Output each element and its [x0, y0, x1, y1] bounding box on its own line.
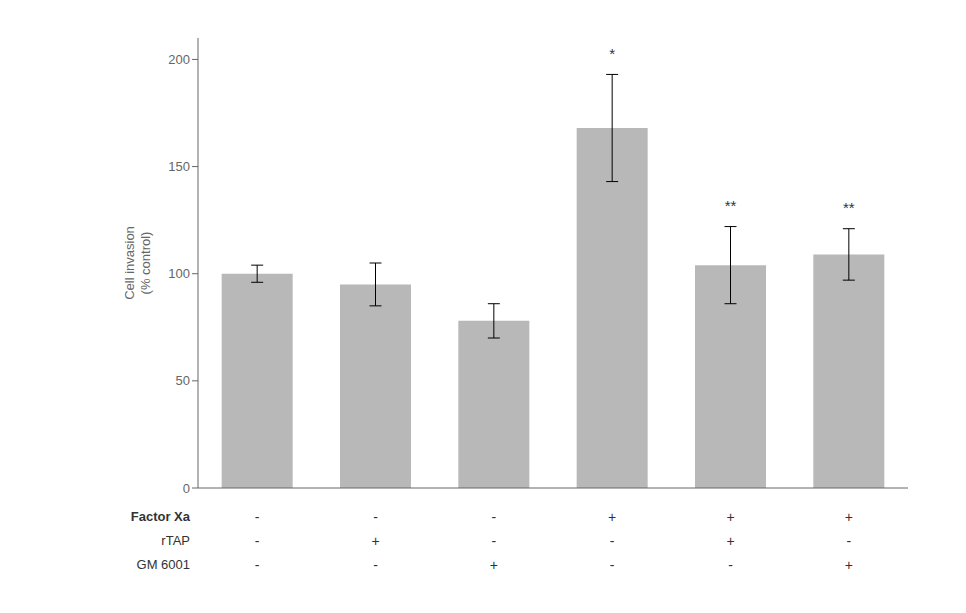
svg-text:+: + — [371, 533, 379, 549]
svg-text:+: + — [726, 509, 734, 525]
svg-text:50: 50 — [176, 373, 190, 388]
svg-text:200: 200 — [168, 52, 190, 67]
svg-text:+: + — [845, 557, 853, 573]
svg-text:*: * — [609, 45, 615, 62]
svg-text:**: ** — [725, 197, 737, 214]
svg-text:+: + — [608, 509, 616, 525]
svg-text:-: - — [491, 533, 496, 549]
svg-text:-: - — [373, 557, 378, 573]
svg-text:**: ** — [843, 199, 855, 216]
svg-text:-: - — [846, 533, 851, 549]
svg-text:GM 6001: GM 6001 — [137, 557, 190, 572]
svg-text:-: - — [255, 509, 260, 525]
svg-text:-: - — [255, 533, 260, 549]
svg-text:+: + — [845, 509, 853, 525]
svg-text:-: - — [373, 509, 378, 525]
svg-text:-: - — [491, 509, 496, 525]
svg-text:0: 0 — [183, 481, 190, 496]
svg-text:-: - — [255, 557, 260, 573]
svg-text:100: 100 — [168, 266, 190, 281]
svg-text:+: + — [726, 533, 734, 549]
svg-text:-: - — [728, 557, 733, 573]
svg-text:150: 150 — [168, 159, 190, 174]
svg-text:-: - — [610, 533, 615, 549]
svg-text:Cell invasion(% control): Cell invasion(% control) — [122, 226, 153, 300]
svg-text:Factor Xa: Factor Xa — [131, 509, 191, 524]
svg-text:+: + — [490, 557, 498, 573]
svg-text:rTAP: rTAP — [161, 533, 190, 548]
svg-text:-: - — [610, 557, 615, 573]
